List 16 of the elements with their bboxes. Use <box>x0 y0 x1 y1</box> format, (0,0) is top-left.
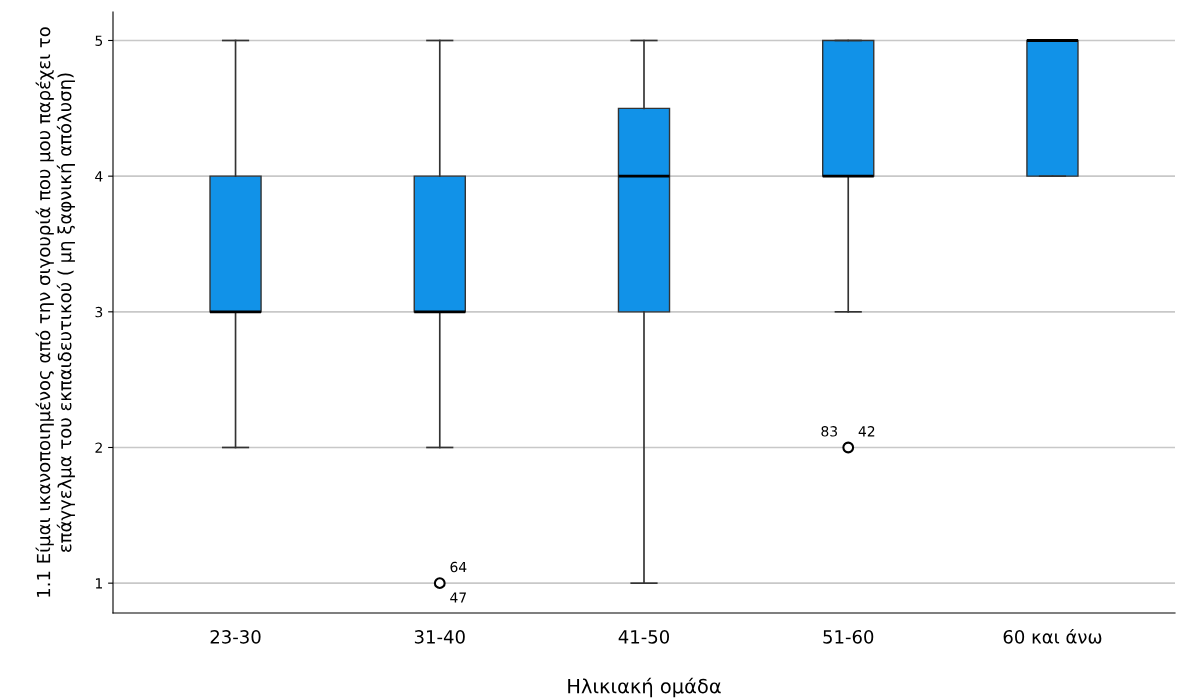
x-tick-label: 31-40 <box>414 629 465 644</box>
y-tick-label: 3 <box>95 306 103 318</box>
y-tick-label: 2 <box>95 442 102 453</box>
annotation: 83 <box>821 426 838 437</box>
x-axis-title: Ηλικιακή ομάδα <box>568 677 721 698</box>
y-axis-title: 1.1 Είμαι ικανοποιημένος από την σιγουριά που μου παρέχει το επάγγελμα του εκπαιδευτικού ( μη ξαφνική απόλυση) <box>35 27 75 597</box>
y-tick-label: 4 <box>95 171 103 182</box>
y-tick-label: 1 <box>95 578 102 589</box>
y-tick-label: 5 <box>95 35 103 46</box>
x-tick-label: 60 και άνω <box>1003 628 1102 644</box>
x-tick-label: 41-50 <box>618 629 670 644</box>
annotation: 64 <box>450 561 467 573</box>
x-tick-label: 51-60 <box>823 629 874 644</box>
x-tick-label: 23-30 <box>210 629 261 644</box>
annotation: 42 <box>858 426 875 437</box>
annotation: 47 <box>450 592 466 603</box>
